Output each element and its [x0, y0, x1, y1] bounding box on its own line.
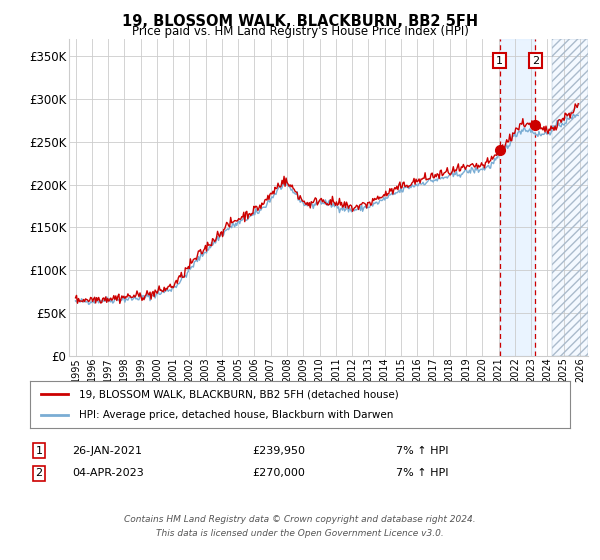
Text: Price paid vs. HM Land Registry's House Price Index (HPI): Price paid vs. HM Land Registry's House …: [131, 25, 469, 38]
Text: £270,000: £270,000: [252, 468, 305, 478]
Text: 7% ↑ HPI: 7% ↑ HPI: [396, 446, 449, 456]
Text: 1: 1: [496, 55, 503, 66]
Bar: [552, 39, 588, 356]
Text: 2: 2: [532, 55, 539, 66]
Text: 19, BLOSSOM WALK, BLACKBURN, BB2 5FH (detached house): 19, BLOSSOM WALK, BLACKBURN, BB2 5FH (de…: [79, 389, 398, 399]
Bar: [500, 39, 535, 356]
Text: HPI: Average price, detached house, Blackburn with Darwen: HPI: Average price, detached house, Blac…: [79, 410, 393, 420]
Text: 2: 2: [35, 468, 43, 478]
Text: 1: 1: [35, 446, 43, 456]
Text: £239,950: £239,950: [252, 446, 305, 456]
Text: This data is licensed under the Open Government Licence v3.0.: This data is licensed under the Open Gov…: [156, 529, 444, 538]
Text: 19, BLOSSOM WALK, BLACKBURN, BB2 5FH: 19, BLOSSOM WALK, BLACKBURN, BB2 5FH: [122, 14, 478, 29]
Text: 26-JAN-2021: 26-JAN-2021: [72, 446, 142, 456]
Text: 7% ↑ HPI: 7% ↑ HPI: [396, 468, 449, 478]
Text: Contains HM Land Registry data © Crown copyright and database right 2024.: Contains HM Land Registry data © Crown c…: [124, 515, 476, 524]
Bar: [552, 39, 588, 356]
Text: 04-APR-2023: 04-APR-2023: [72, 468, 144, 478]
